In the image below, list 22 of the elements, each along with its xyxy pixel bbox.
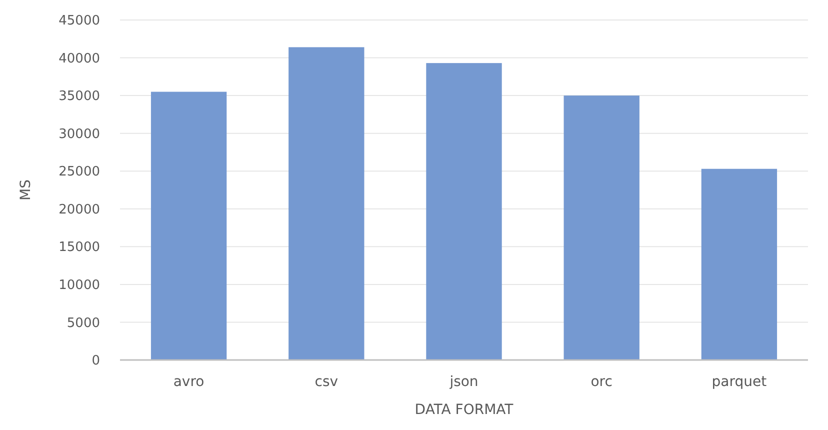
bar: [701, 168, 778, 360]
y-tick-label: 25000: [58, 164, 100, 180]
x-tick-label: csv: [314, 374, 338, 390]
x-tick-label: avro: [173, 374, 204, 390]
y-tick-label: 30000: [58, 126, 100, 142]
bar: [288, 47, 364, 360]
bar: [426, 63, 502, 360]
bar: [564, 96, 640, 360]
x-tick-label: parquet: [712, 374, 768, 390]
y-tick-label: 15000: [58, 240, 100, 256]
y-tick-label: 45000: [58, 14, 100, 29]
x-axis-title: DATA FORMAT: [414, 402, 514, 418]
y-tick-label: 40000: [58, 51, 100, 66]
y-axis-title: MS: [18, 179, 34, 200]
x-tick-label: json: [448, 374, 478, 390]
y-tick-label: 0: [92, 354, 100, 369]
bar: [150, 92, 227, 360]
y-tick-label: 10000: [58, 278, 100, 293]
y-tick-label: 5000: [66, 316, 100, 331]
y-tick-label: 20000: [58, 202, 100, 218]
y-tick-label: 35000: [58, 89, 100, 104]
x-tick-label: orc: [590, 374, 612, 390]
